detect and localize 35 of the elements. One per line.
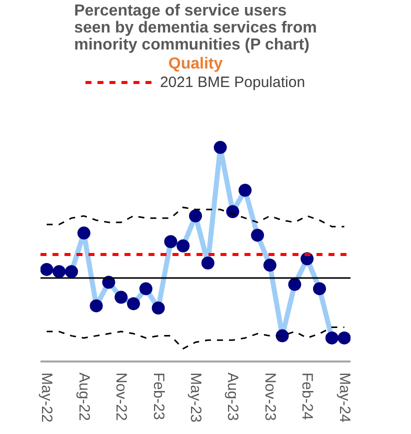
point	[127, 297, 140, 310]
point	[90, 299, 103, 312]
point	[40, 262, 54, 276]
point	[226, 205, 240, 218]
x-tick-label: May-23	[187, 372, 204, 423]
point	[65, 265, 78, 278]
point	[114, 290, 128, 304]
point	[176, 239, 190, 252]
x-tick-label: May-22	[38, 372, 56, 423]
x-tick-label: Feb-23	[150, 372, 167, 420]
x-tick-label: Aug-23	[224, 372, 242, 421]
point	[238, 184, 252, 197]
point	[251, 228, 264, 242]
point	[325, 331, 338, 344]
legend-label: 2021 BME Population	[160, 74, 306, 90]
x-tick-label: May-24	[336, 372, 353, 423]
x-tick-label: Nov-23	[261, 372, 278, 421]
point	[288, 278, 302, 291]
x-tick-label: Nov-22	[112, 372, 130, 421]
point	[313, 282, 326, 296]
point	[338, 331, 350, 344]
point	[263, 258, 276, 272]
point	[189, 209, 202, 222]
point	[152, 301, 165, 314]
chart-subtitle: Quality	[168, 56, 223, 72]
point	[52, 265, 66, 278]
point	[214, 140, 227, 154]
point	[77, 226, 90, 240]
chart-title: Percentage of service users seen by dementia services from minority communities (P chart)	[74, 2, 317, 54]
point	[276, 329, 289, 342]
point	[139, 282, 152, 296]
point	[164, 235, 178, 248]
x-tick-label: Aug-22	[75, 372, 92, 421]
point	[201, 256, 214, 270]
x-tick-label: Feb-24	[298, 372, 316, 420]
